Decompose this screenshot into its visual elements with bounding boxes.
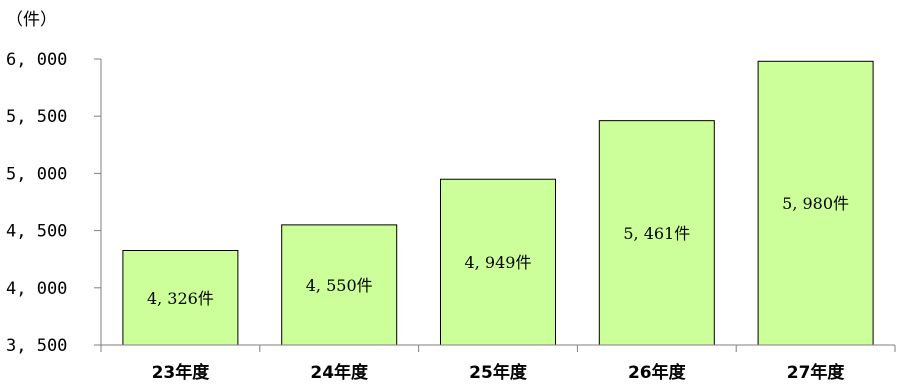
- bar: [757, 60, 874, 346]
- x-category-label: 25年度: [469, 362, 528, 383]
- x-category-label: 26年度: [628, 362, 687, 383]
- y-tick-label: 5, 000: [6, 164, 67, 184]
- y-tick-label: 5, 500: [6, 107, 67, 127]
- bar: [440, 178, 556, 346]
- x-category-label: 27年度: [787, 362, 846, 383]
- bar-value-label: 4, 550件: [306, 276, 373, 295]
- x-category-label: 24年度: [310, 362, 369, 383]
- bar: [281, 224, 398, 346]
- x-axis: 23年度 24年度 25年度 26年度 27年度: [100, 344, 896, 383]
- bar-value-label: 5, 980件: [782, 194, 849, 213]
- bar-value-label: 5, 461件: [623, 224, 690, 243]
- y-tick-label: 6, 000: [6, 50, 67, 70]
- y-tick-label: 4, 500: [6, 222, 67, 242]
- bar-value-label: 4, 949件: [465, 253, 532, 272]
- y-axis-unit-label: （件）: [6, 10, 57, 30]
- y-tick-label: 4, 000: [6, 279, 67, 299]
- y-axis: 3, 500 4, 000 4, 500 5, 000 5, 500 6, 000: [6, 50, 102, 356]
- x-category-label: 23年度: [152, 362, 211, 383]
- bar: [598, 120, 715, 346]
- y-tick-label: 3, 500: [6, 336, 67, 356]
- bar-value-label: 4, 326件: [147, 289, 214, 308]
- bars-group: 4, 326件 4, 550件 4, 949件 5, 461件 5, 980件: [122, 60, 874, 346]
